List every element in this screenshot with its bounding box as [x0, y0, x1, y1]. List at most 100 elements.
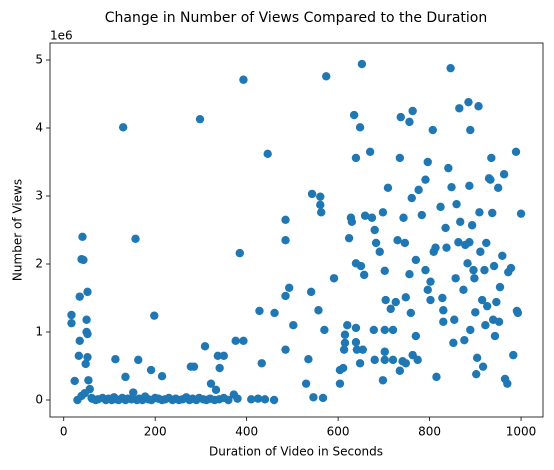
point — [467, 221, 477, 230]
point — [316, 192, 325, 201]
point — [446, 63, 455, 73]
point — [370, 355, 379, 365]
point — [269, 395, 279, 405]
point — [355, 123, 365, 132]
point — [411, 255, 421, 265]
x-tick-label: 400 — [235, 425, 258, 439]
point — [471, 308, 480, 317]
point — [465, 181, 474, 190]
point — [351, 338, 361, 347]
y-tick-label: 0 — [35, 393, 43, 407]
point — [493, 183, 503, 193]
y-tick-label: 3 — [35, 189, 43, 203]
point — [200, 342, 210, 351]
point — [352, 345, 362, 354]
point — [391, 297, 400, 307]
point — [239, 336, 248, 346]
point — [495, 282, 505, 292]
point — [79, 255, 88, 265]
point — [498, 251, 507, 261]
point — [347, 217, 357, 227]
point — [432, 372, 441, 382]
point — [338, 363, 348, 373]
point — [340, 338, 350, 348]
point — [378, 376, 388, 385]
point — [380, 266, 389, 275]
point — [270, 308, 279, 318]
y-tick-label: 1 — [35, 325, 43, 339]
point — [80, 389, 89, 398]
point — [365, 147, 375, 156]
point — [436, 202, 445, 212]
point — [460, 335, 469, 345]
point — [393, 236, 402, 245]
point — [466, 325, 475, 335]
point — [454, 238, 463, 247]
point — [318, 393, 328, 403]
point — [388, 325, 398, 335]
point — [370, 225, 379, 235]
point — [441, 223, 450, 233]
point — [439, 306, 448, 315]
point — [509, 350, 518, 360]
point — [475, 208, 484, 217]
point — [405, 117, 414, 127]
point — [340, 330, 350, 339]
point — [224, 395, 233, 405]
x-tick-label: 800 — [418, 425, 441, 439]
point — [499, 170, 509, 179]
point — [378, 208, 388, 217]
y-tick-label: 5 — [35, 53, 43, 67]
point — [406, 308, 416, 318]
point — [421, 265, 430, 275]
point — [466, 125, 475, 135]
point — [195, 114, 205, 124]
point — [131, 234, 140, 244]
point — [426, 295, 435, 305]
point — [383, 183, 393, 193]
point — [239, 75, 248, 84]
point — [483, 301, 492, 311]
point — [490, 331, 500, 341]
point — [281, 291, 290, 301]
point — [470, 274, 479, 283]
point — [450, 315, 459, 324]
plot-area — [67, 59, 526, 405]
y-tick-label: 4 — [35, 121, 43, 135]
point — [486, 175, 495, 184]
point — [82, 315, 91, 324]
point — [335, 379, 345, 388]
point — [306, 287, 316, 297]
point — [408, 106, 417, 116]
point — [455, 104, 464, 113]
point — [83, 287, 92, 297]
point — [407, 193, 416, 203]
point — [459, 285, 468, 295]
point — [351, 153, 361, 163]
point — [494, 317, 504, 326]
point — [452, 199, 461, 209]
y-axis-label: Number of Views — [11, 179, 25, 281]
point — [253, 394, 263, 403]
point — [465, 238, 474, 247]
point — [121, 372, 130, 382]
point — [356, 261, 366, 271]
point — [357, 59, 367, 69]
point — [381, 295, 390, 305]
point — [263, 149, 272, 159]
point — [399, 213, 408, 222]
point — [401, 293, 411, 302]
point — [247, 395, 256, 404]
point — [396, 112, 405, 122]
point — [344, 233, 354, 243]
point — [426, 277, 435, 286]
point — [395, 366, 405, 375]
point — [380, 325, 389, 335]
point — [476, 247, 485, 256]
point — [301, 379, 311, 388]
point — [75, 292, 84, 301]
point — [289, 321, 298, 330]
point — [304, 355, 313, 364]
point — [442, 243, 451, 252]
